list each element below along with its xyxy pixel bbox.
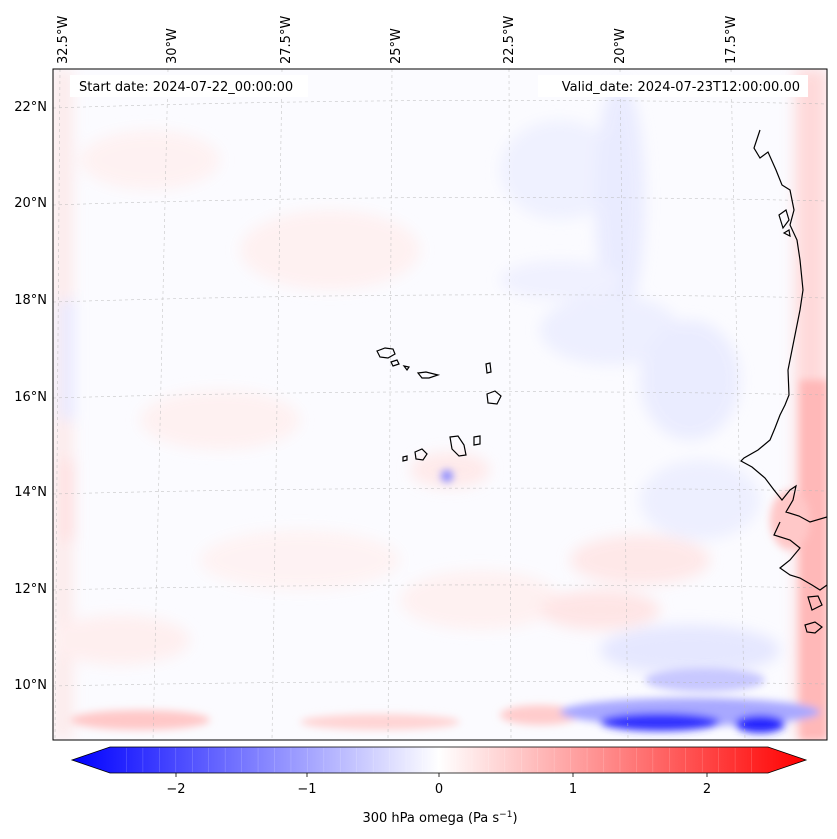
colorbar-label: 300 hPa omega (Pa s−1): [362, 810, 517, 826]
colorbar: −2 −1 0 1 2 300 hPa omega (Pa s−1): [70, 746, 808, 826]
island-fogo: [414, 448, 428, 461]
lon-tick: 30°W: [165, 28, 180, 64]
lat-tick: 10°N: [14, 678, 47, 693]
lon-tick-labels: 32.5°W 30°W 27.5°W 25°W 22.5°W 20°W 17.5…: [56, 16, 739, 64]
valid-date-box: [538, 75, 808, 97]
colorbar-tick-label: 0: [435, 782, 443, 797]
island-santa-luzia: [402, 365, 410, 372]
island-santo-antao: [376, 347, 396, 359]
island-brava: [402, 455, 408, 462]
valid-date-label: Valid_date: 2024-07-23T12:00:00.00: [562, 80, 800, 95]
island-sal: [485, 362, 492, 374]
colorbar-tick-label: 1: [569, 782, 577, 797]
colorbar-segments: [126, 748, 752, 772]
lon-tick: 17.5°W: [724, 16, 739, 64]
africa-coast: [740, 129, 827, 523]
lat-tick: 20°N: [14, 196, 47, 211]
colorbar-tick-label: −1: [297, 782, 316, 797]
island-boa-vista: [486, 390, 502, 405]
lat-tick: 12°N: [14, 582, 47, 597]
colorbar-ticks: [175, 773, 708, 777]
lat-tick: 22°N: [14, 100, 47, 115]
map-frame: [52, 68, 828, 741]
island-sao-nicolau: [416, 371, 441, 379]
island-sao-vicente: [390, 359, 400, 367]
colorbar-tick-label: 2: [703, 782, 711, 797]
lon-tick: 27.5°W: [279, 16, 294, 64]
lat-tick-labels: 22°N 20°N 18°N 16°N 14°N 12°N 10°N: [14, 100, 47, 693]
island-maio: [473, 435, 481, 446]
start-date-box: [70, 75, 308, 97]
lon-tick: 22.5°W: [502, 16, 517, 64]
lat-tick: 14°N: [14, 485, 47, 500]
omega-field: [53, 69, 827, 740]
lon-tick: 20°W: [613, 28, 628, 64]
lat-tick: 18°N: [14, 293, 47, 308]
colorbar-label-sup: −1: [499, 810, 512, 820]
start-date-label: Start date: 2024-07-22_00:00:00: [79, 80, 293, 95]
colorbar-label-prefix: 300 hPa omega (Pa s: [362, 811, 499, 826]
lat-tick: 16°N: [14, 390, 47, 405]
island-santiago: [449, 435, 467, 457]
colorbar-tick-label: −2: [166, 782, 185, 797]
colorbar-label-suffix: ): [512, 811, 517, 826]
lon-tick: 32.5°W: [56, 16, 71, 64]
coastline: [376, 129, 827, 634]
colorbar-body: [70, 746, 808, 774]
lon-tick: 25°W: [389, 28, 404, 64]
gridlines: [53, 69, 827, 740]
africa-coast-south: [773, 521, 827, 591]
